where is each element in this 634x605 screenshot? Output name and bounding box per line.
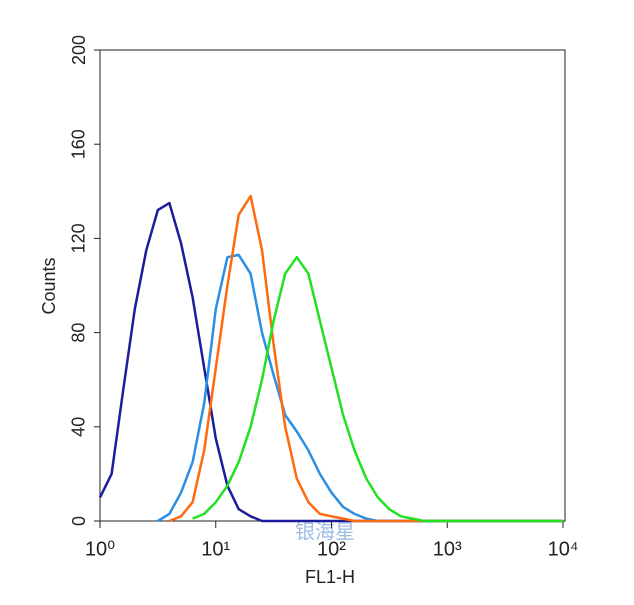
series-line (98, 201, 563, 523)
x-tick-label: 10⁰ (85, 538, 115, 560)
y-axis-label: Counts (39, 257, 59, 314)
x-tick-label: 10⁴ (548, 538, 579, 560)
series-line (157, 253, 563, 523)
x-tick-label: 10³ (433, 538, 462, 560)
plot-frame (99, 49, 566, 522)
y-tick-label: 200 (69, 35, 89, 65)
x-tick-label: 10¹ (201, 538, 230, 560)
x-axis-label: FL1-H (305, 567, 355, 587)
watermark: 银海星 (295, 520, 355, 543)
x-tick-label: 10² (317, 538, 346, 560)
series-line (192, 255, 563, 523)
y-tick-label: 120 (69, 223, 89, 253)
y-tick-label: 0 (69, 516, 89, 526)
y-tick-label: 160 (69, 129, 89, 159)
series-line (168, 194, 563, 523)
y-tick-label: 80 (69, 323, 89, 343)
y-tick-label: 40 (69, 417, 89, 437)
